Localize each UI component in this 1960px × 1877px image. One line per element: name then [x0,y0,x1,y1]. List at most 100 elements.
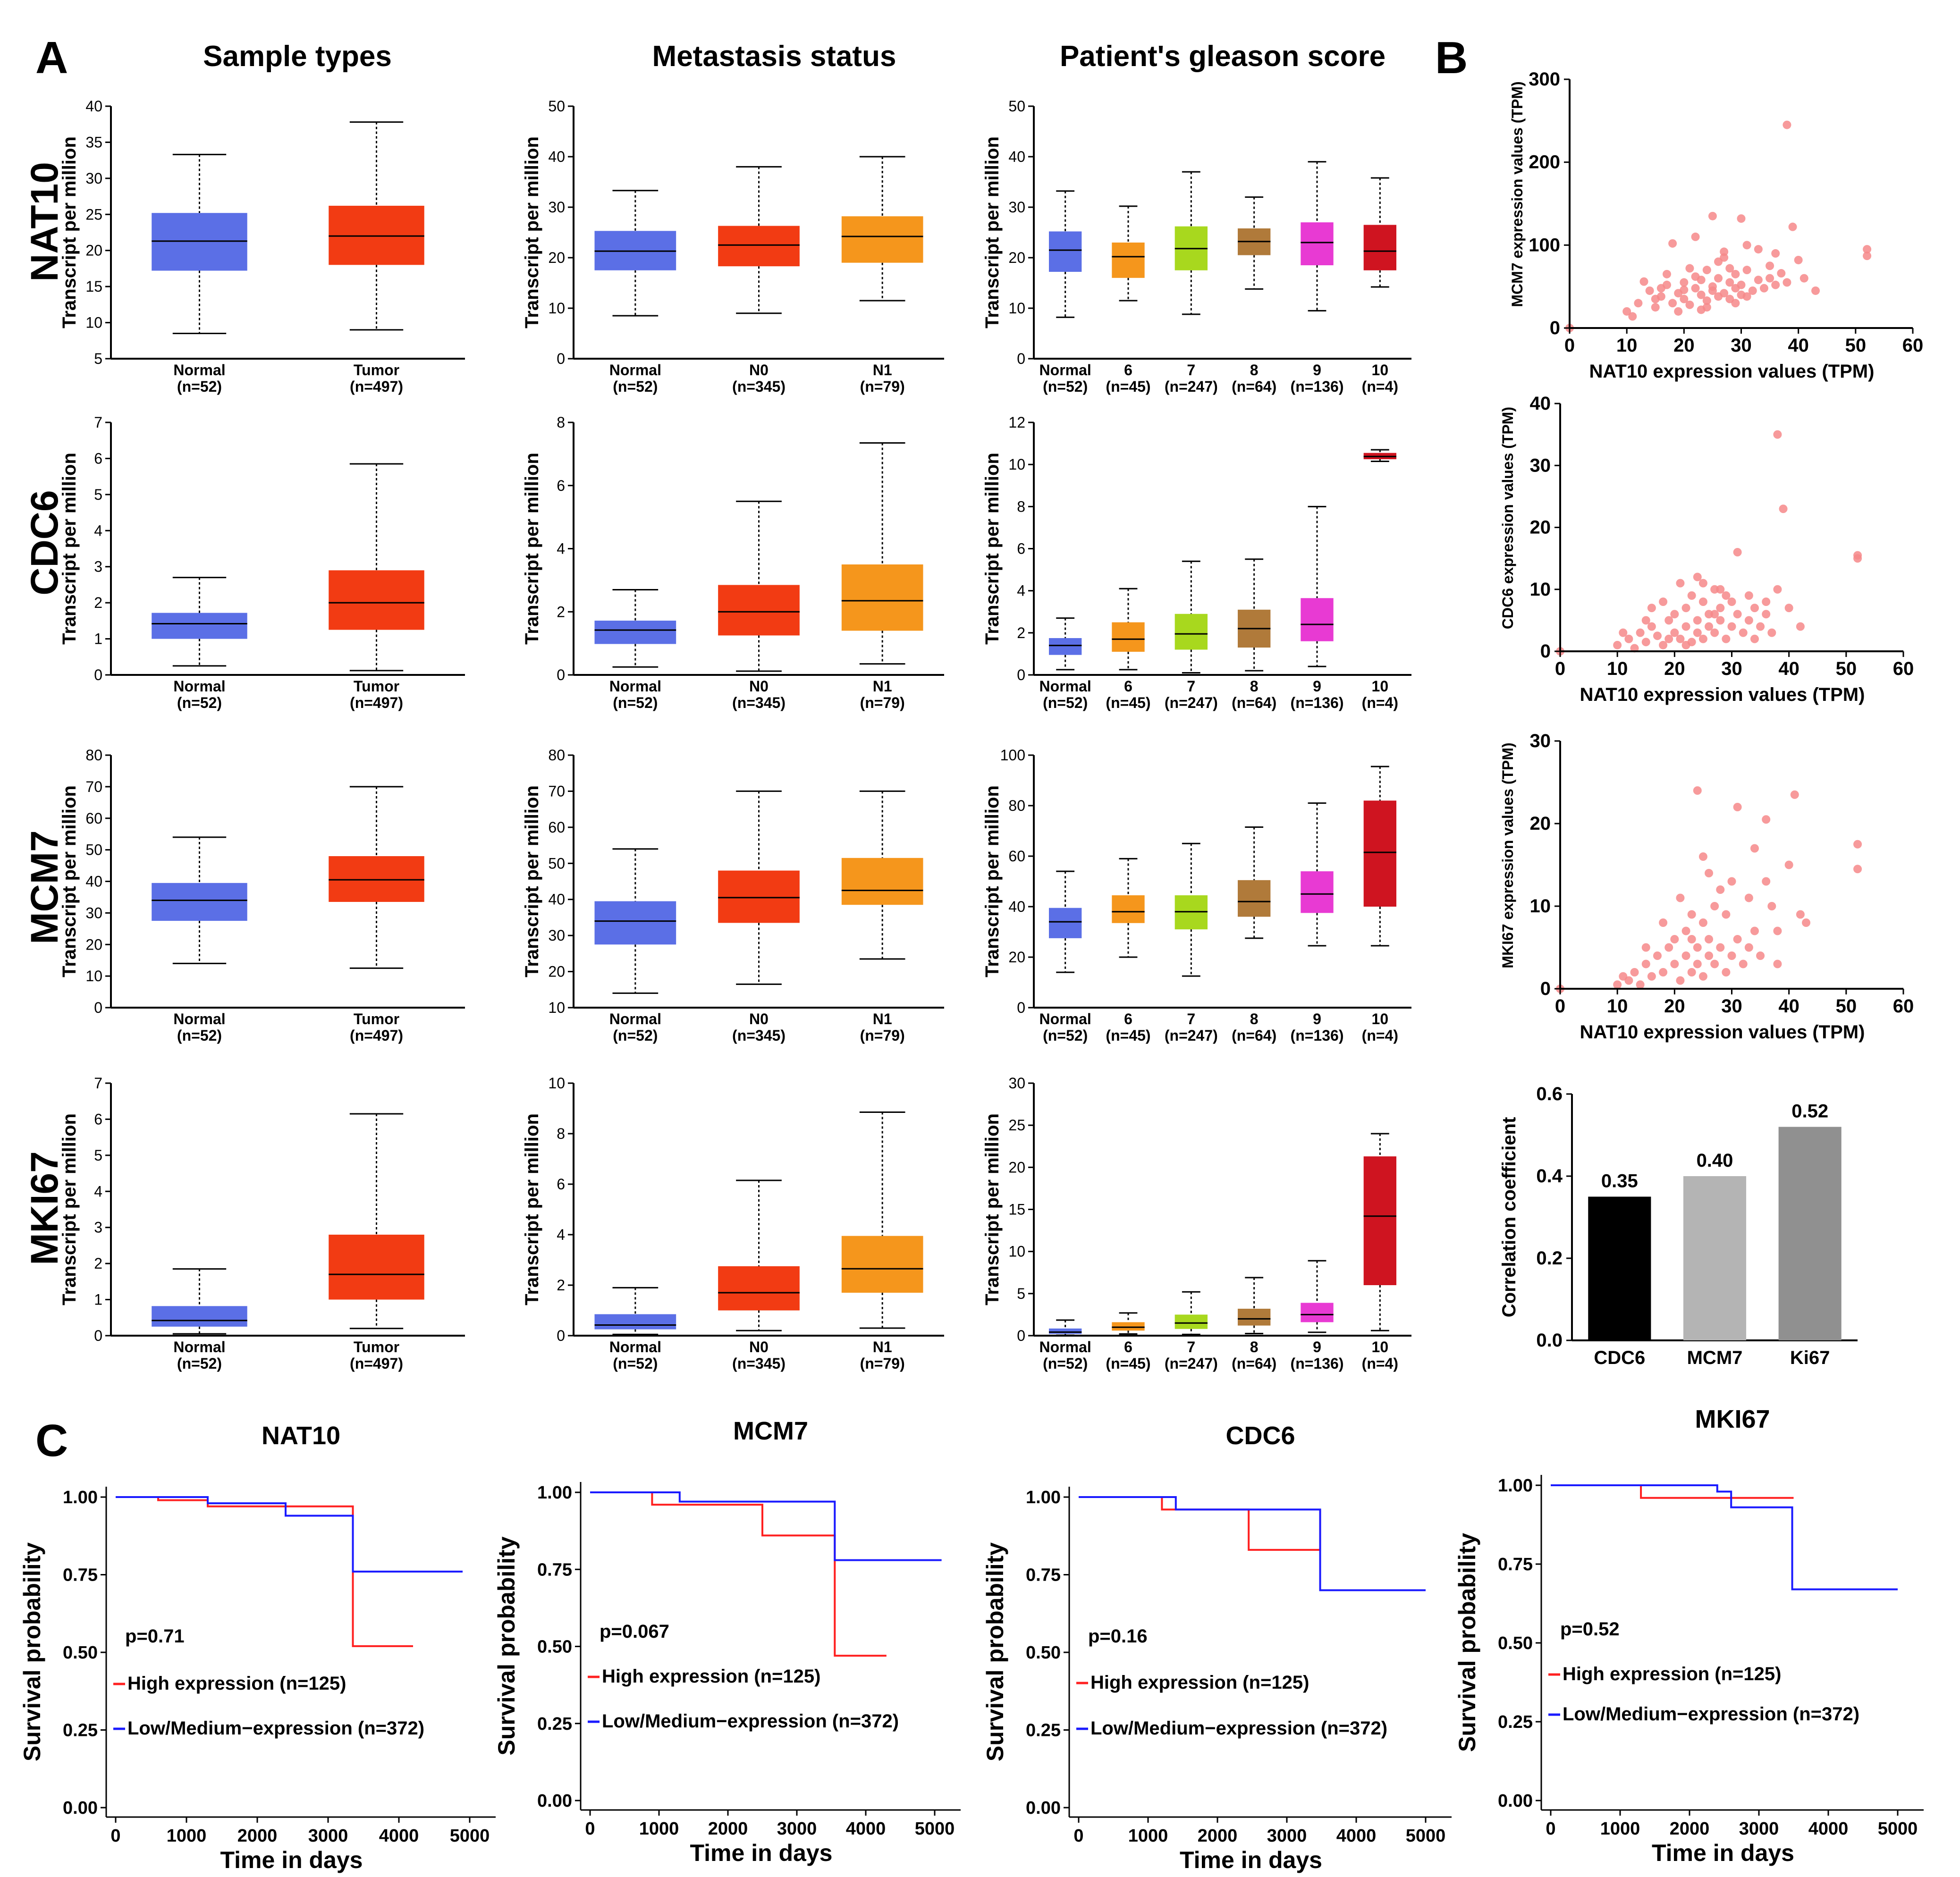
scatter-point [1853,840,1862,849]
y-tick-label: 100 [1000,747,1025,764]
scatter-point [1662,269,1671,278]
x-category-label: Normal [173,362,225,379]
x-category-count: (n=4) [1362,1355,1398,1372]
box-8 [1238,826,1271,939]
x-tick-label: 60 [1893,658,1914,679]
box-normal [152,577,247,667]
scatter-point [1639,277,1648,286]
y-tick-label: 20 [85,242,102,259]
scatter-point [1634,299,1643,308]
x-category-label: 10 [1372,362,1389,379]
x-category-count: (n=497) [350,378,403,395]
scatter-point [1777,269,1786,278]
y-tick-label: 35 [85,134,102,151]
box-iqr [1238,1308,1271,1326]
x-tick-label: 0 [1546,1819,1555,1839]
y-axis-title: CDC6 expression values (TPM) [1499,407,1516,629]
x-category-count: (n=345) [732,378,786,395]
boxplot-cdc6-0: 0 1 2 3 4 5 6 7 Transcript per million Normal(n=5… [59,414,465,711]
y-tick-label: 40 [1008,148,1025,165]
survival-plot-title: NAT10 [262,1422,340,1450]
x-tick-label: 1000 [1600,1819,1640,1839]
y-tick-label: 100 [1529,235,1560,255]
y-tick-label: 0 [1550,318,1560,338]
box-iqr [1112,622,1145,652]
scatter-plot-mcm7: 0 100 200 300 0 10 20 30 40 50 60 NAT10 expression … [1509,69,1923,382]
scatter-point [1681,622,1690,631]
x-tick-label: 30 [1721,996,1742,1017]
scatter-point [1664,616,1673,625]
x-tick-label: 20 [1664,658,1685,679]
x-tick-label: 0 [1073,1826,1083,1846]
box-9 [1301,161,1334,311]
y-tick-label: 2 [557,603,565,620]
scatter-point [1693,943,1702,952]
y-tick-label: 6 [94,1111,102,1128]
box-iqr [594,1314,676,1330]
scatter-point [1750,604,1759,613]
scatter-point [1697,305,1706,314]
y-tick-label: 0.50 [1498,1633,1533,1653]
scatter-point [1733,610,1742,619]
y-axis-title: Transcript per million [59,136,80,328]
x-axis-title: NAT10 expression values (TPM) [1580,1022,1865,1043]
x-category-count: (n=136) [1291,378,1344,395]
x-category-count: (n=52) [613,1355,658,1372]
box-tumor [329,786,424,969]
y-tick-label: 40 [1008,898,1025,915]
bar-value-label: 0.35 [1601,1171,1638,1192]
x-category-label: Normal [1039,362,1091,379]
scatter-point [1737,280,1746,289]
scatter-point [1788,222,1797,231]
bar-value-label: 0.52 [1791,1101,1828,1122]
y-axis-title: Transcript per million [59,1113,80,1305]
x-tick-label: 1000 [1128,1826,1168,1846]
scatter-point [1811,286,1820,295]
x-tick-label: 2000 [237,1826,278,1846]
bar-ki67 [1778,1127,1842,1340]
y-axis-title: Transcript per million [982,785,1003,977]
y-tick-label: 30 [1530,455,1551,476]
y-tick-label: 40 [85,873,102,890]
survival-plot-mcm7: MCM7 0.00 0.25 0.50 0.75 1.00 0 1000 2000 3000 400… [493,1417,961,1866]
box-iqr [1363,225,1396,270]
scatter-point [1651,303,1660,312]
legend-label: Low/Medium−expression (n=372) [127,1718,424,1739]
y-tick-label: 0 [1017,350,1025,367]
y-tick-label: 20 [1008,949,1025,966]
y-axis-title: Transcript per million [982,136,1003,328]
box-iqr [1174,614,1208,650]
scatter-point [1739,960,1748,968]
y-tick-label: 200 [1529,152,1560,173]
y-tick-label: 8 [1017,498,1025,515]
scatter-point [1705,951,1714,960]
box-iqr [718,226,800,267]
y-tick-label: 0 [94,666,102,683]
scatter-point [1698,634,1707,643]
survival-curve-low [116,1496,463,1573]
y-tick-label: 60 [85,810,102,827]
box-iqr [1238,880,1271,917]
y-tick-label: 0 [1017,999,1025,1016]
y-tick-label: 0.25 [1026,1721,1061,1741]
scatter-point [1784,860,1793,869]
y-tick-label: 60 [548,819,565,836]
box-iqr [1049,1328,1082,1334]
x-category-label: Tumor [354,362,399,379]
box-8 [1238,196,1271,290]
x-category-count: (n=52) [1043,1355,1088,1372]
figure-headers: A B C Sample types Metastasis status Pat… [23,33,1468,1466]
scatter-point [1779,505,1788,513]
scatter-point [1754,276,1763,285]
scatter-point [1784,604,1793,613]
y-tick-label: 2 [94,594,102,611]
box-normal [1049,1319,1082,1336]
survival-plot-title: MCM7 [733,1417,808,1445]
x-category-count: (n=52) [177,1355,222,1372]
scatter-point [1698,918,1707,927]
y-tick-label: 10 [548,999,565,1016]
scatter-point [1641,616,1650,625]
box-10 [1363,766,1396,947]
y-tick-label: 0.0 [1536,1330,1563,1351]
x-category-label: Normal [1039,1010,1091,1027]
